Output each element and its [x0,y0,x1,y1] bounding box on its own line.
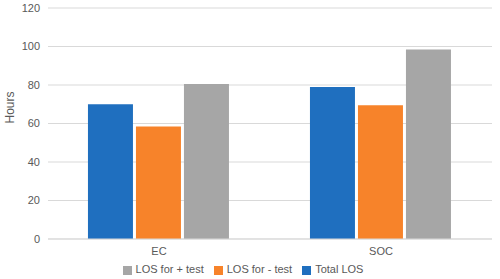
svg-text:SOC: SOC [369,245,393,257]
html-text:LOS for - test: LOS for - test [226,263,293,275]
svg-text:Hours: Hours [8,91,17,123]
svg-text:80: 80 [28,79,40,91]
svg-text:EC: EC [151,245,166,257]
svg-text:120: 120 [22,2,40,14]
svg-text:100: 100 [22,40,40,52]
svg-text:60: 60 [28,117,40,129]
svg-text:0: 0 [34,233,40,245]
html-text:LOS for + test: LOS for + test [135,263,204,275]
svg-text:40: 40 [28,156,40,168]
html-text:Total LOS: Total LOS [315,263,364,275]
svg-text:20: 20 [28,194,40,206]
